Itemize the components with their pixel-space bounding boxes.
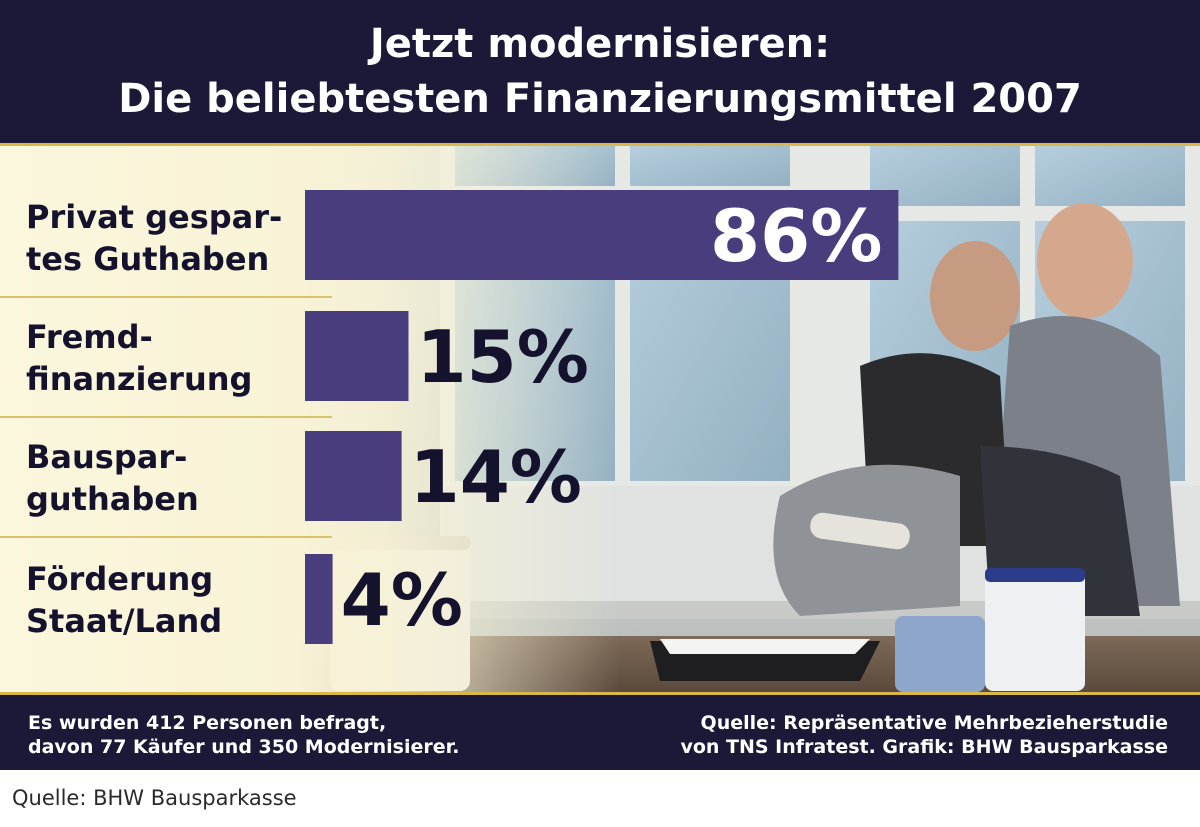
image-caption: Quelle: BHW Bausparkasse [12, 786, 297, 810]
header-banner: Jetzt modernisieren: Die beliebtesten Fi… [0, 0, 1200, 143]
chart-area: Privat gespar- tes Guthaben Fremd- finan… [0, 146, 1200, 692]
header-divider [0, 143, 1200, 146]
category-label-foerderung: Förderung Staat/Land [26, 560, 223, 640]
survey-note: Es wurden 412 Personen befragt, davon 77… [28, 712, 460, 758]
bar-foerderung [305, 554, 333, 644]
footer-divider [0, 692, 1200, 695]
value-label-foerderung: 4% [341, 558, 463, 642]
category-label-privat: Privat gespar- tes Guthaben [26, 198, 283, 278]
title-line-2: Die beliebtesten Finanzierungsmittel 200… [118, 76, 1082, 122]
row-separator [0, 536, 332, 538]
row-separator [0, 296, 332, 298]
title-line-1: Jetzt modernisieren: [369, 21, 831, 67]
value-label-fremdfinanzierung: 15% [417, 315, 589, 399]
value-label-privat: 86% [710, 194, 882, 278]
bar-fremdfinanzierung [305, 311, 409, 401]
bar-privat [305, 190, 899, 280]
bar-chart: 86% 15% 14% 4% [305, 190, 899, 644]
category-label-bauspar: Bauspar- guthaben [26, 438, 199, 518]
footer-banner: Es wurden 412 Personen befragt, davon 77… [0, 695, 1200, 770]
bar-bauspar [305, 431, 402, 521]
value-label-bauspar: 14% [410, 435, 582, 519]
source-note: Quelle: Repräsentative Mehrbezieherstudi… [680, 712, 1168, 758]
row-separator [0, 416, 332, 418]
category-label-fremdfinanzierung: Fremd- finanzierung [26, 318, 253, 398]
